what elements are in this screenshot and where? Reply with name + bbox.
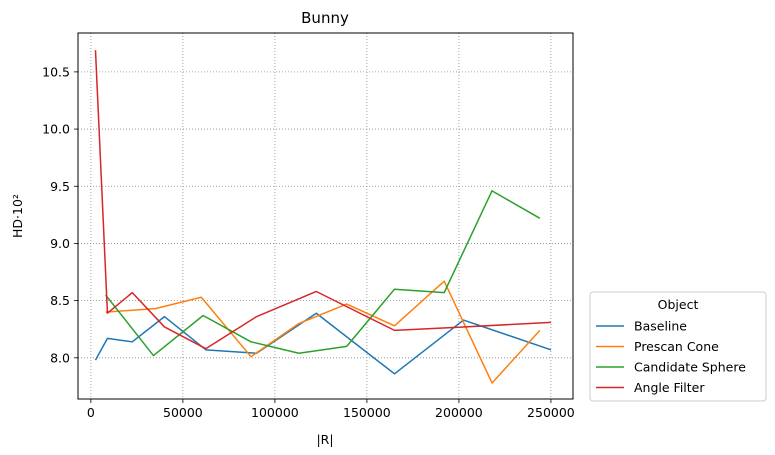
x-tick-label: 0 — [87, 405, 95, 420]
series-line-angle-filter — [94, 50, 551, 350]
grid — [78, 33, 573, 399]
legend-title: Object — [658, 297, 699, 312]
legend-label-candidate-sphere: Candidate Sphere — [634, 360, 746, 375]
x-tick-label: 250000 — [527, 405, 575, 420]
plot-area-frame — [77, 32, 574, 400]
series-line-candidate-sphere — [105, 190, 541, 357]
legend: Object Baseline Prescan Cone Candidate Sph… — [589, 291, 767, 402]
legend-label-prescan-cone: Prescan Cone — [634, 339, 719, 354]
legend-frame — [589, 291, 767, 402]
x-tick-label: 200000 — [435, 405, 483, 420]
x-axis-label: |R| — [316, 432, 333, 447]
legend-label-baseline: Baseline — [634, 319, 687, 334]
y-tick-label: 8.0 — [50, 350, 70, 365]
y-tick-label: 10.5 — [42, 64, 70, 79]
legend-label-angle-filter: Angle Filter — [634, 380, 705, 395]
x-tick-label: 50000 — [163, 405, 203, 420]
y-tick-label: 9.5 — [50, 179, 70, 194]
y-axis-label: HD·10² — [10, 194, 25, 238]
y-tick-label: 10.0 — [42, 122, 70, 137]
chart-title: Bunny — [301, 9, 349, 27]
x-tick-label: 100000 — [251, 405, 299, 420]
x-tick-label: 150000 — [343, 405, 391, 420]
series-lines — [94, 50, 552, 384]
y-axis-ticks: 8.0 8.5 9.0 9.5 10.0 10.5 — [42, 64, 78, 365]
y-tick-label: 8.5 — [50, 293, 70, 308]
series-line-prescan-cone — [105, 280, 541, 384]
series-line-baseline — [94, 312, 552, 375]
y-tick-label: 9.0 — [50, 236, 70, 251]
x-axis-ticks: 0 50000 100000 150000 200000 250000 — [87, 399, 575, 420]
